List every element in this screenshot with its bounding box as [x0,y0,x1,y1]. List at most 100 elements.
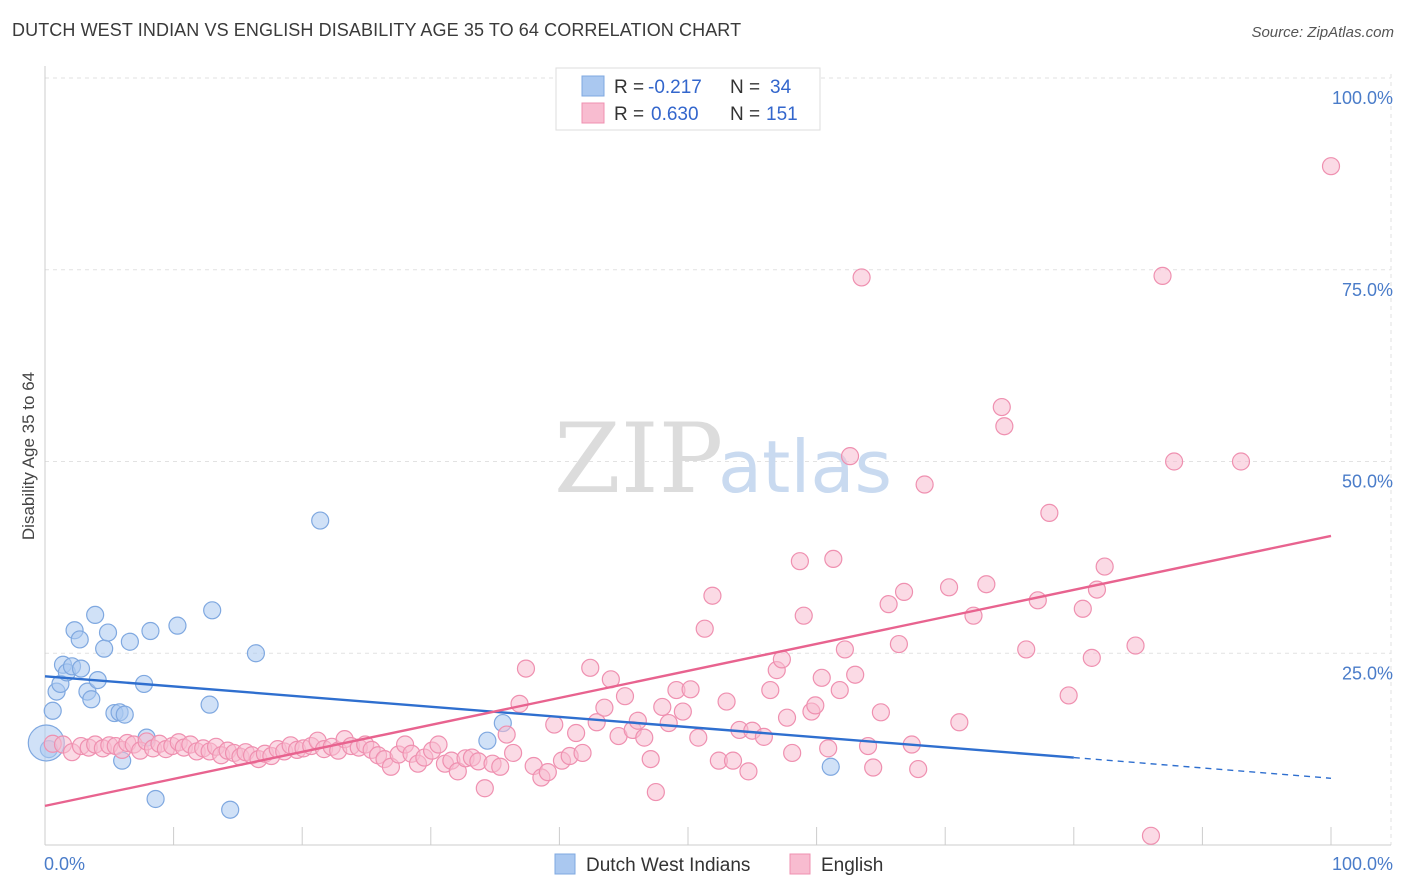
dutch-trend-extrapolation [1073,756,1332,779]
english-point [1126,636,1145,655]
english-point [754,727,773,746]
english-point [545,715,564,734]
dutch-point [311,511,330,530]
english-point [871,703,891,722]
english-point [819,739,838,758]
trend-lines [44,534,1332,808]
dutch-point [115,705,134,724]
data-points [27,157,1341,845]
english-point [889,634,909,654]
y-tick-label: 100.0% [1332,88,1393,108]
english-point [806,696,825,715]
legend-n-label: N = [730,77,760,98]
y-axis-label: Disability Age 35 to 64 [19,372,38,540]
english-point [567,723,586,743]
english-point [504,743,523,763]
english-point [581,658,600,677]
dutch-point [86,605,105,625]
english-point [894,582,914,601]
legend-swatch-english [581,102,605,124]
dutch-point [221,800,240,819]
english-point [909,759,928,779]
english-point [628,711,647,730]
english-point [835,640,854,659]
english-point [516,659,536,678]
dutch-point [146,789,165,809]
english-point [475,779,494,798]
english-point [673,702,692,721]
english-point [761,680,780,700]
english-point [879,595,898,614]
legend-n-value: 151 [766,104,798,125]
bottom-legend-swatch-dutch [554,853,576,875]
dutch-point [98,623,118,642]
english-point [703,586,722,605]
english-point [783,743,802,763]
english-point [915,475,934,494]
english-point [538,763,557,782]
watermark-zip: ZIP [554,403,723,515]
dutch-point [821,757,840,776]
dutch-point [478,731,497,750]
english-point [587,713,606,732]
english-point [739,762,758,781]
bottom-legend: Dutch West Indians English [554,853,883,876]
english-point [689,728,708,747]
dutch-point [246,644,266,663]
dutch-point [71,659,91,678]
english-point [653,697,672,717]
english-point [864,758,883,777]
english-point [846,665,865,684]
english-point [681,680,700,699]
english-point [595,698,614,717]
english-point [950,713,969,732]
dutch-point [43,701,62,720]
x-tick-labels: 0.0% 100.0% [44,854,1393,874]
english-point [497,725,516,744]
chart-title: DUTCH WEST INDIAN VS ENGLISH DISABILITY … [12,20,742,40]
english-point [830,680,849,700]
dutch-point [200,695,219,714]
english-point [824,549,843,569]
english-point [1059,686,1078,705]
legend: R = -0.217 N = 34 R = 0.630 N = 151 [555,67,821,131]
legend-r-value: -0.217 [648,77,702,98]
english-trend-line [44,534,1332,808]
english-point [1028,591,1047,610]
dutch-point [82,690,101,709]
x-tick-label: 0.0% [44,854,85,874]
english-point [1141,826,1161,845]
english-point [1321,157,1341,176]
english-point [429,735,448,754]
dutch-point [141,621,160,641]
english-point [491,757,510,776]
dutch-point [168,616,187,635]
english-point [1017,640,1036,659]
dutch-point [120,632,139,651]
dutch-point [70,630,89,649]
english-point [1073,599,1092,618]
english-point [794,606,813,625]
legend-swatch-dutch [581,75,605,97]
legend-r-label: R = [614,77,644,98]
y-tick-label: 75.0% [1342,280,1393,300]
english-point [939,578,959,597]
english-point [1095,557,1114,576]
dutch-point [95,639,114,658]
watermark-atlas: atlas [718,425,892,509]
english-point [1082,648,1101,667]
y-tick-label: 25.0% [1342,663,1393,683]
english-point [717,692,736,711]
bottom-legend-label-english: English [821,855,883,876]
english-point [1040,503,1059,522]
english-point [641,749,660,769]
english-point [723,751,743,770]
x-tick-label: 100.0% [1332,854,1393,874]
english-point [840,447,860,466]
dutch-trend-line [44,675,1074,759]
dutch-point [203,601,222,620]
bottom-legend-swatch-english [789,853,811,875]
english-point [635,728,654,747]
english-point [1153,266,1172,285]
